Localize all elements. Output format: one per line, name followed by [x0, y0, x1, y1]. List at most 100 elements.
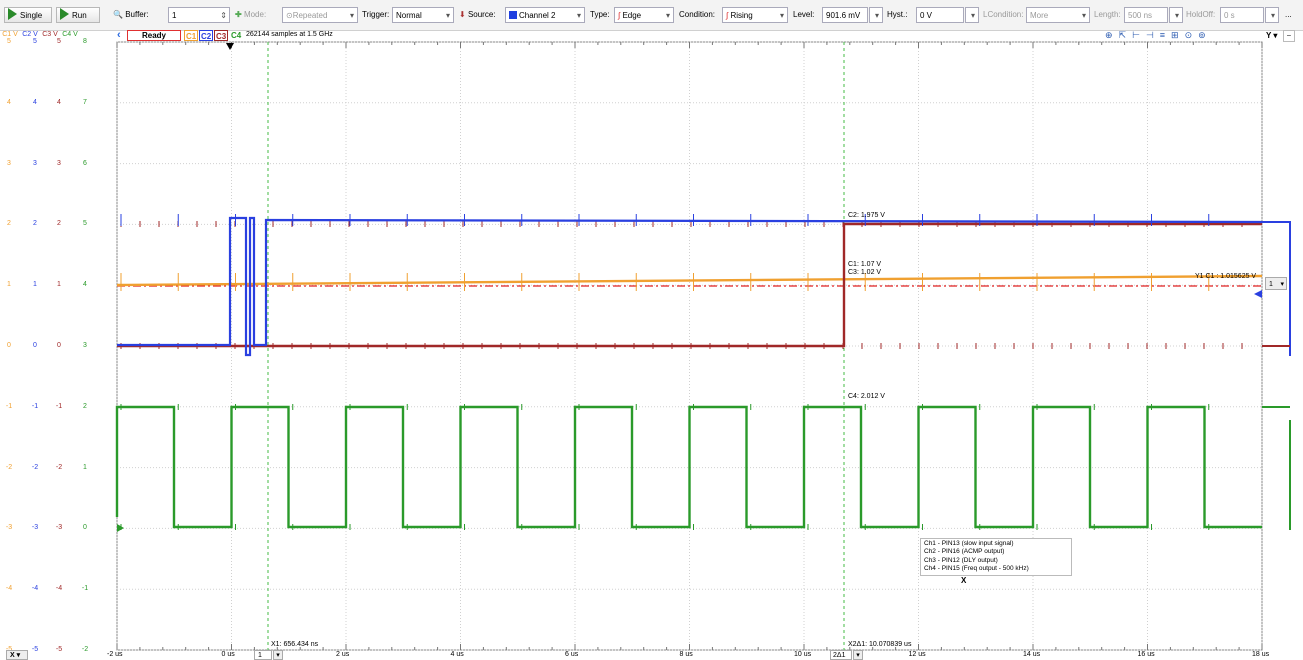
x-axis-menu-button[interactable]: X ▾ — [6, 650, 28, 660]
more-button[interactable]: ... — [1285, 10, 1292, 19]
c1-measurement: C1: 1.07 V — [848, 261, 882, 268]
y-tick-label: -2 — [5, 463, 13, 471]
y-tick-label: -1 — [5, 402, 13, 410]
c2-measurement: C2: 1.975 V — [848, 212, 885, 219]
y-axis-menu-button[interactable]: Y ▾ — [1266, 31, 1278, 40]
c4-measurement: C4: 2.012 V — [848, 393, 885, 400]
level-unit-dropdown[interactable] — [869, 7, 883, 24]
hyst-label: Hyst.: — [887, 10, 908, 19]
y-tick-label: 5 — [57, 38, 61, 45]
y-tick-label: -1 — [81, 585, 89, 593]
hcursor-icon[interactable]: ⊣ — [1145, 30, 1160, 40]
y-tick-label: 2 — [33, 220, 37, 228]
sample-info: 262144 samples at 1.5 GHz — [246, 31, 333, 38]
axis-ticks — [116, 42, 1263, 650]
toolbar: Single Run 🔍 Buffer: 1 ⇕ ✚ Mode: ⊙Repeate… — [0, 0, 1303, 31]
measure-icon[interactable]: ≡ — [1159, 30, 1172, 40]
x-tick-label: 2 us — [336, 651, 350, 658]
channel-c4-toggle[interactable]: C4 — [231, 31, 242, 40]
c3-axis-header: C3 V — [42, 31, 58, 38]
y-tick-label: 4 — [7, 98, 11, 106]
mode-label: ✚ Mode: — [235, 10, 267, 19]
length-unit-dropdown[interactable] — [1169, 7, 1183, 24]
channel-c3-toggle[interactable]: C3 — [214, 30, 229, 41]
legend-ch2: Ch2 - PIN16 (ACMP output) — [924, 548, 1005, 556]
y-tick-label: 1 — [33, 281, 37, 289]
channel-c2-toggle[interactable]: C2 — [199, 30, 214, 41]
acquisition-status: Ready — [127, 30, 181, 41]
spin-icon[interactable]: ⇕ — [220, 11, 227, 20]
zoom-in-icon[interactable]: ⊕ — [1105, 30, 1119, 40]
c2-waveform — [117, 216, 1263, 357]
condition-select[interactable]: ∫ Rising — [722, 7, 788, 24]
x1-cursor-select[interactable]: 1 — [254, 650, 272, 660]
y-tick-label: 2 — [7, 220, 11, 228]
y-tick-label: 5 — [83, 220, 87, 228]
x1-cursor-dropdown[interactable]: ▾ — [273, 650, 283, 660]
length-field[interactable]: 500 ns — [1124, 7, 1168, 23]
probe-icon: ⬇ — [459, 10, 466, 19]
y-tick-label: 0 — [57, 342, 61, 349]
legend-box[interactable]: Ch1 - PIN13 (slow input signal) Ch2 - PI… — [920, 538, 1072, 576]
mode-select[interactable]: ⊙Repeated — [282, 7, 358, 24]
y-tick-label: 4 — [83, 281, 87, 289]
c2-axis-header: C2 V — [22, 31, 38, 38]
x-tick-label: 0 us — [221, 651, 235, 658]
holdoff-field[interactable]: 0 s — [1220, 7, 1264, 23]
y-tick-label: -3 — [5, 524, 13, 532]
trigger-select[interactable]: Normal — [392, 7, 454, 24]
level-field[interactable]: 901.6 mV — [822, 7, 868, 23]
play-icon — [8, 8, 17, 20]
type-label: Type: — [590, 10, 610, 19]
condition-label: Condition: — [679, 10, 716, 19]
expand-button[interactable]: – — [1283, 30, 1295, 42]
y-tick-label: 5 — [7, 38, 11, 45]
c1-waveform — [116, 274, 1263, 287]
rising-edge-icon: ∫ — [726, 11, 729, 20]
y1-cursor-label: Y1 C1 : 1.015625 V — [1195, 273, 1257, 280]
vcursor-icon[interactable]: ⊢ — [1132, 30, 1146, 40]
x1-cursor-label: X1: 656.434 ns — [271, 641, 319, 648]
x-tick-label: 16 us — [1137, 651, 1155, 658]
legend-close-button[interactable]: X — [961, 576, 967, 585]
y-tick-label: 1 — [57, 281, 61, 289]
cursor-tool-icon[interactable]: ⇱ — [1118, 30, 1133, 40]
y-tick-label: -4 — [5, 585, 13, 593]
x-tick-label: 6 us — [565, 651, 579, 658]
collapse-arrow-icon[interactable]: ‹ — [117, 29, 121, 41]
fit-icon[interactable]: ⊞ — [1171, 30, 1185, 40]
zoom-icon[interactable]: ⊙ — [1184, 30, 1199, 40]
y-tick-label: -3 — [55, 524, 63, 532]
zoom-fit-icon[interactable]: ⊚ — [1198, 30, 1212, 40]
c4-noise — [120, 404, 1210, 410]
x2-cursor-select[interactable]: 2Δ1 — [830, 650, 852, 660]
lcondition-select[interactable]: More — [1026, 7, 1090, 24]
edge-icon: ∫ — [618, 11, 621, 20]
y-tick-label: 8 — [83, 38, 87, 45]
x-tick-label: -2 us — [107, 651, 123, 658]
holdoff-unit-dropdown[interactable] — [1265, 7, 1279, 24]
trigger-label: Trigger: — [362, 10, 390, 19]
source-select[interactable]: Channel 2 — [505, 7, 585, 24]
channel-c1-toggle[interactable]: C1 — [184, 30, 199, 41]
buffer-field[interactable]: 1 ⇕ — [168, 7, 230, 23]
y-tick-label: 5 — [33, 38, 37, 45]
waveforms — [115, 214, 1291, 530]
hyst-field[interactable]: 0 V — [916, 7, 964, 23]
y-tick-label: -2 — [31, 463, 39, 471]
type-select[interactable]: ∫ Edge — [614, 7, 674, 24]
source-label: ⬇ Source: — [459, 10, 496, 19]
x2-cursor-dropdown[interactable]: ▾ — [853, 650, 863, 660]
c3-waveform — [117, 222, 1262, 348]
c4-waveform — [115, 405, 1262, 529]
single-button[interactable]: Single — [4, 7, 52, 23]
hyst-unit-dropdown[interactable] — [965, 7, 979, 24]
y1-cursor-select[interactable]: 1 ▾ — [1265, 277, 1287, 290]
add-icon[interactable]: ✚ — [235, 10, 242, 19]
y-tick-label: 7 — [83, 98, 87, 106]
play-icon — [60, 8, 69, 20]
run-button[interactable]: Run — [56, 7, 100, 23]
x2-cursor-label: X2Δ1: 10.070839 us — [848, 641, 912, 648]
holdoff-label: HoldOff: — [1186, 10, 1216, 19]
